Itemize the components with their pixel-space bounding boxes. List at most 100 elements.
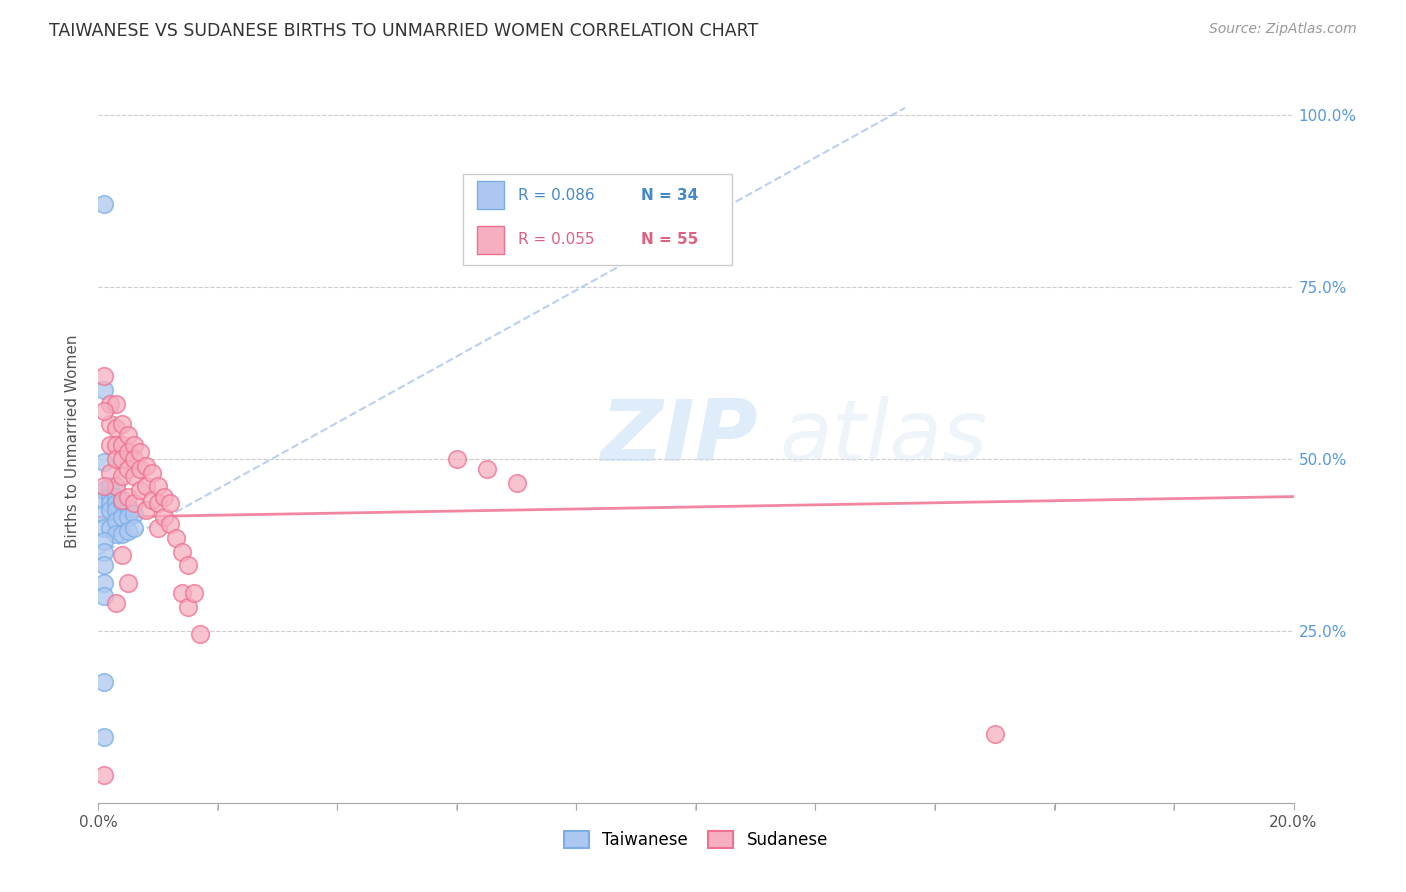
Point (129, 462, 152, 476)
Point (105, 503, 128, 517)
Point (93, 197, 115, 211)
Point (117, 462, 139, 476)
Point (93, 544, 115, 558)
FancyBboxPatch shape (477, 181, 503, 209)
Point (93, 493, 115, 508)
Point (105, 490, 128, 504)
Point (111, 451, 134, 466)
FancyBboxPatch shape (477, 227, 503, 253)
Point (124, 469, 146, 483)
Point (172, 586, 194, 600)
Point (93, 520, 115, 534)
Legend: Taiwanese, Sudanese: Taiwanese, Sudanese (557, 824, 835, 856)
Point (93, 479, 115, 493)
Point (93, 369, 115, 384)
Point (93, 558, 115, 573)
Point (111, 417, 134, 432)
Point (177, 558, 200, 573)
Point (183, 586, 205, 600)
Point (117, 427, 139, 442)
Point (93, 731, 115, 745)
Point (98, 438, 122, 452)
Point (105, 596, 128, 610)
Point (93, 768, 115, 782)
Point (105, 483, 128, 497)
Text: N = 34: N = 34 (641, 187, 699, 202)
Point (105, 397, 128, 411)
Point (159, 496, 181, 510)
Point (124, 507, 146, 521)
Point (117, 575, 139, 590)
Point (177, 599, 200, 614)
Point (93, 383, 115, 397)
Point (124, 520, 146, 534)
Point (148, 479, 170, 493)
Point (111, 493, 134, 508)
Point (93, 590, 115, 604)
Point (135, 458, 157, 473)
Point (98, 417, 122, 432)
Point (98, 520, 122, 534)
Text: atlas: atlas (779, 396, 987, 479)
Point (93, 575, 115, 590)
Point (105, 451, 128, 466)
Point (135, 479, 157, 493)
Point (105, 479, 128, 493)
Point (172, 544, 194, 558)
Point (148, 496, 170, 510)
Text: Source: ZipAtlas.com: Source: ZipAtlas.com (1209, 22, 1357, 37)
Point (117, 445, 139, 459)
Point (117, 524, 139, 538)
Point (141, 466, 163, 480)
Y-axis label: Births to Unmarried Women: Births to Unmarried Women (65, 334, 80, 549)
Point (153, 490, 176, 504)
Text: ZIP: ZIP (600, 396, 758, 479)
Point (111, 510, 134, 524)
Point (105, 438, 128, 452)
Point (124, 438, 146, 452)
Point (135, 503, 157, 517)
Point (111, 438, 134, 452)
Text: R = 0.055: R = 0.055 (517, 233, 595, 247)
Point (506, 475, 529, 490)
Point (148, 520, 170, 534)
Point (98, 503, 122, 517)
Point (446, 451, 468, 466)
Point (93, 675, 115, 690)
Point (93, 507, 115, 521)
Point (124, 496, 146, 510)
Point (117, 510, 139, 524)
Point (98, 490, 122, 504)
Point (117, 500, 139, 514)
Point (111, 496, 134, 510)
Point (159, 517, 181, 532)
Point (111, 527, 134, 541)
Text: R = 0.086: R = 0.086 (517, 187, 595, 202)
Point (105, 496, 128, 510)
Point (105, 514, 128, 528)
Point (129, 483, 152, 497)
Point (475, 462, 498, 476)
Point (105, 527, 128, 541)
Point (105, 421, 128, 435)
Point (984, 727, 1007, 741)
Text: N = 55: N = 55 (641, 233, 699, 247)
Point (188, 627, 211, 641)
Point (165, 531, 187, 545)
Point (111, 493, 134, 508)
Point (93, 534, 115, 549)
Point (129, 445, 152, 459)
Point (93, 455, 115, 469)
Text: TAIWANESE VS SUDANESE BIRTHS TO UNMARRIED WOMEN CORRELATION CHART: TAIWANESE VS SUDANESE BIRTHS TO UNMARRIE… (49, 22, 758, 40)
Point (93, 483, 115, 497)
Point (124, 451, 146, 466)
Point (98, 397, 122, 411)
Point (153, 510, 176, 524)
Point (117, 490, 139, 504)
Point (98, 466, 122, 480)
Point (111, 548, 134, 562)
Point (111, 469, 134, 483)
Point (98, 479, 122, 493)
Point (98, 496, 122, 510)
Point (141, 493, 163, 508)
